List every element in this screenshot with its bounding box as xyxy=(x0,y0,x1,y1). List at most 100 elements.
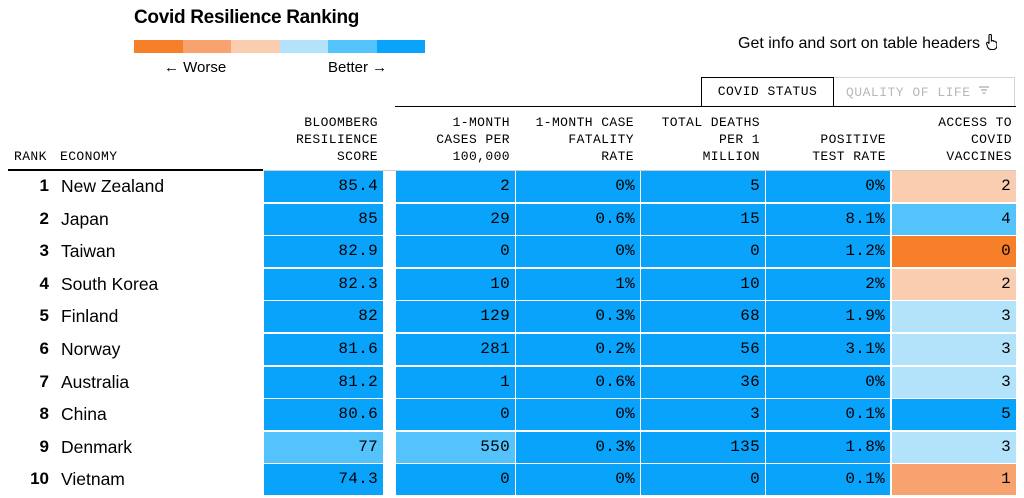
cases-cell: 29 xyxy=(396,203,515,235)
ptr-cell: 0% xyxy=(766,366,890,398)
economy-cell: Vietnam xyxy=(61,469,125,490)
vacc-cell: 3 xyxy=(892,431,1016,463)
rank-cell: 5 xyxy=(39,306,49,326)
economy-cell: South Korea xyxy=(61,273,159,294)
vacc-cell: 5 xyxy=(892,399,1016,431)
header-line: BLOOMBERG xyxy=(304,115,378,130)
filter-icon xyxy=(978,79,989,107)
header-line: COVID xyxy=(970,132,1012,147)
economy-cell: Australia xyxy=(61,371,130,392)
table-row: 8 China 80.6 0 0% 3 0.1% 5 xyxy=(0,398,1024,431)
header-rank[interactable]: RANK xyxy=(14,149,47,164)
legend-better-label: Better → xyxy=(328,59,388,76)
header-line: 100,000 xyxy=(452,149,510,164)
header-economy[interactable]: ECONOMY xyxy=(60,149,118,164)
vacc-cell: 3 xyxy=(892,366,1016,398)
tab-bar: COVID STATUS QUALITY OF LIFE xyxy=(701,77,1015,107)
rank-cell: 4 xyxy=(39,273,49,293)
score-cell: 74.3 xyxy=(264,464,383,496)
score-cell: 77 xyxy=(264,431,383,463)
deaths-cell: 3 xyxy=(641,399,765,431)
header-line: PER 1 xyxy=(718,132,760,147)
ranking-table-body: 1 New Zealand 85.4 2 0% 5 0% 2 2 Japan 85 29 0.6% 15 8… xyxy=(0,170,1024,496)
tab-quality-of-life-label: QUALITY OF LIFE xyxy=(846,84,971,100)
header-line: VACCINES xyxy=(946,149,1012,164)
deaths-cell: 0 xyxy=(641,236,765,268)
score-cell: 85 xyxy=(264,203,383,235)
header-case-fatality-rate[interactable]: 1-MONTH CASE FATALITY RATE xyxy=(516,114,634,165)
header-vaccine-access[interactable]: ACCESS TO COVID VACCINES xyxy=(892,114,1012,165)
cases-cell: 2 xyxy=(396,171,515,202)
tab-covid-status[interactable]: COVID STATUS xyxy=(701,77,834,107)
economy-cell: Japan xyxy=(61,208,109,229)
score-cell: 81.2 xyxy=(264,366,383,398)
header-positive-test-rate[interactable]: POSITIVE TEST RATE xyxy=(766,131,886,165)
economy-cell: Finland xyxy=(61,306,119,327)
cfr-cell: 0% xyxy=(516,171,640,202)
cfr-cell: 0.6% xyxy=(516,366,640,398)
page-title: Covid Resilience Ranking xyxy=(134,7,360,28)
vacc-cell: 3 xyxy=(892,301,1016,333)
vacc-cell: 2 xyxy=(892,171,1016,202)
economy-cell: New Zealand xyxy=(61,176,165,196)
rank-cell: 2 xyxy=(39,208,49,228)
rank-cell: 9 xyxy=(39,436,49,456)
table-row: 10 Vietnam 74.3 0 0% 0 0.1% 1 xyxy=(0,463,1024,496)
cfr-cell: 1% xyxy=(516,268,640,300)
legend-swatch xyxy=(134,40,183,53)
legend-swatch xyxy=(376,40,425,53)
score-cell: 85.4 xyxy=(264,171,383,202)
header-line: FATALITY xyxy=(568,132,634,147)
header-cases[interactable]: 1-MONTH CASES PER 100,000 xyxy=(396,114,510,165)
vacc-cell: 1 xyxy=(892,464,1016,496)
sort-info: Get info and sort on table headers xyxy=(738,33,998,53)
ptr-cell: 2% xyxy=(766,268,890,300)
header-resilience-score[interactable]: BLOOMBERG RESILIENCE SCORE xyxy=(264,114,378,165)
header-line: TEST RATE xyxy=(812,149,886,164)
ptr-cell: 1.8% xyxy=(766,431,890,463)
ptr-cell: 1.2% xyxy=(766,236,890,268)
cases-cell: 0 xyxy=(396,399,515,431)
legend-swatch xyxy=(231,40,280,53)
rank-cell: 8 xyxy=(39,404,49,424)
cfr-cell: 0.3% xyxy=(516,431,640,463)
rank-cell: 3 xyxy=(39,241,49,261)
header-line: ACCESS TO xyxy=(938,115,1012,130)
score-cell: 81.6 xyxy=(264,333,383,365)
legend-swatch xyxy=(328,40,377,53)
cases-cell: 129 xyxy=(396,301,515,333)
cfr-cell: 0% xyxy=(516,464,640,496)
deaths-cell: 68 xyxy=(641,301,765,333)
header-line: SCORE xyxy=(336,149,378,164)
score-cell: 82 xyxy=(264,301,383,333)
deaths-cell: 5 xyxy=(641,171,765,202)
cfr-cell: 0% xyxy=(516,399,640,431)
header-total-deaths[interactable]: TOTAL DEATHS PER 1 MILLION xyxy=(640,114,760,165)
cases-cell: 1 xyxy=(396,366,515,398)
deaths-cell: 0 xyxy=(641,464,765,496)
deaths-cell: 15 xyxy=(641,203,765,235)
cfr-cell: 0% xyxy=(516,236,640,268)
vacc-cell: 3 xyxy=(892,333,1016,365)
tab-quality-of-life[interactable]: QUALITY OF LIFE xyxy=(834,77,1015,107)
cfr-cell: 0.2% xyxy=(516,333,640,365)
vacc-cell: 0 xyxy=(892,236,1016,268)
cases-cell: 550 xyxy=(396,431,515,463)
sort-info-text: Get info and sort on table headers xyxy=(738,34,980,52)
cfr-cell: 0.6% xyxy=(516,203,640,235)
score-cell: 82.9 xyxy=(264,236,383,268)
score-cell: 82.3 xyxy=(264,268,383,300)
cases-cell: 0 xyxy=(396,236,515,268)
table-row: 3 Taiwan 82.9 0 0% 0 1.2% 0 xyxy=(0,235,1024,268)
table-row: 1 New Zealand 85.4 2 0% 5 0% 2 xyxy=(0,170,1024,203)
legend-swatch xyxy=(279,40,328,53)
header-line: RATE xyxy=(601,149,634,164)
pointer-hand-icon xyxy=(985,33,998,53)
table-row: 4 South Korea 82.3 10 1% 10 2% 2 xyxy=(0,268,1024,301)
deaths-cell: 135 xyxy=(641,431,765,463)
cases-cell: 0 xyxy=(396,464,515,496)
table-row: 5 Finland 82 129 0.3% 68 1.9% 3 xyxy=(0,300,1024,333)
economy-cell: Denmark xyxy=(61,436,132,457)
ptr-cell: 1.9% xyxy=(766,301,890,333)
header-line: CASES PER xyxy=(436,132,510,147)
